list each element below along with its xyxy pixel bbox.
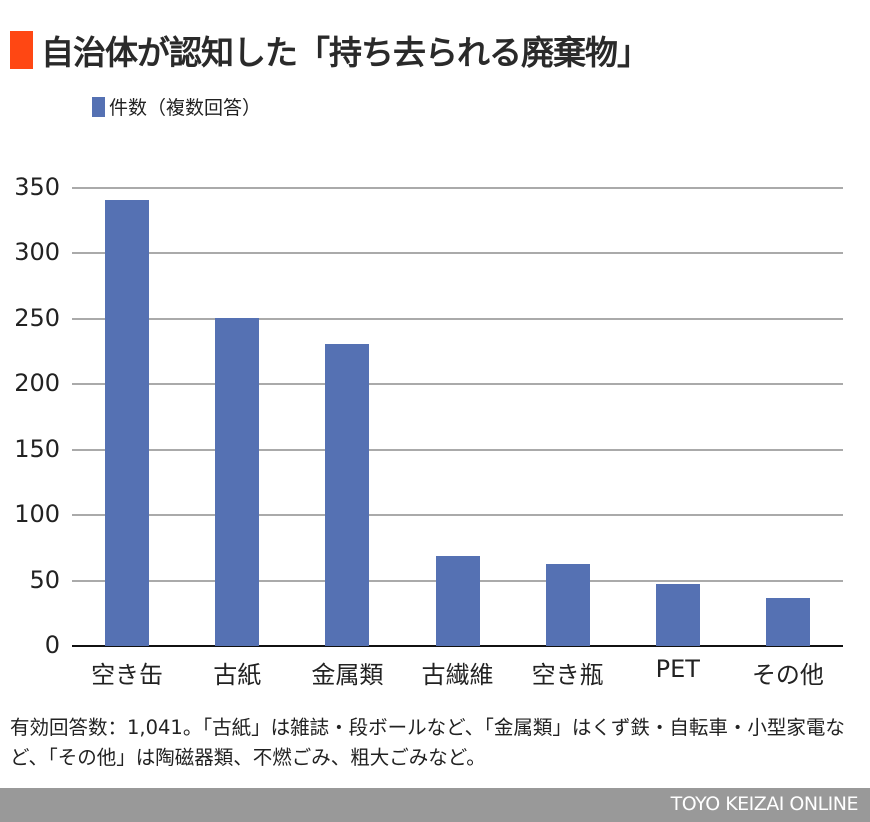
- bar-2: [325, 343, 370, 646]
- bar-1: [215, 317, 260, 646]
- chart-title: 自治体が認知した「持ち去られる廃棄物」: [10, 26, 650, 74]
- y-tick-label: 250: [14, 303, 60, 332]
- y-tick-label: 50: [29, 565, 60, 594]
- x-tick-label: PET: [655, 655, 700, 683]
- x-tick-label: 空き瓶: [531, 661, 604, 689]
- y-tick-label: 100: [14, 500, 60, 529]
- y-tick-label: 150: [14, 434, 60, 463]
- title-marker-icon: [10, 31, 33, 69]
- footer-bar: TOYO KEIZAI ONLINE: [0, 788, 870, 822]
- y-tick-label: 0: [44, 631, 60, 659]
- y-tick-label: 300: [14, 238, 60, 267]
- y-tick-label: 200: [14, 369, 60, 398]
- x-tick-label: 古繊維: [421, 661, 494, 689]
- title-text: 自治体が認知した「持ち去られる廃棄物」: [41, 33, 650, 72]
- bar-6: [765, 597, 810, 646]
- plot-area: 0 50 100 150 200 250 300 350 空き缶 古紙 金属類 古繊維 空き瓶 PET その…: [14, 173, 843, 689]
- legend-swatch-icon: [92, 96, 105, 117]
- gridline: [72, 187, 843, 189]
- chart-note: 有効回答数：1,041。「古紙」は雑誌・段ボールなど、「金属類」はくず鉄・自転車…: [10, 716, 845, 769]
- x-tick-label: 空き缶: [91, 661, 164, 689]
- bar-4: [545, 563, 590, 646]
- x-axis-line: [72, 645, 843, 647]
- y-tick-label: 350: [14, 173, 60, 201]
- x-tick-label: 古紙: [213, 661, 262, 689]
- brand-label: TOYO KEIZAI ONLINE: [670, 793, 859, 815]
- bar-3: [435, 555, 480, 646]
- gridline: [72, 252, 843, 255]
- x-tick-label: その他: [751, 661, 824, 689]
- legend-label: 件数（複数回答）: [109, 97, 262, 119]
- gridline: [72, 448, 843, 451]
- gridline: [72, 514, 843, 517]
- x-tick-label: 金属類: [311, 661, 384, 689]
- legend: 件数（複数回答）: [92, 93, 261, 120]
- gridline: [72, 383, 843, 386]
- gridline: [72, 317, 843, 320]
- bar-0: [105, 199, 150, 646]
- bar-5: [655, 584, 700, 646]
